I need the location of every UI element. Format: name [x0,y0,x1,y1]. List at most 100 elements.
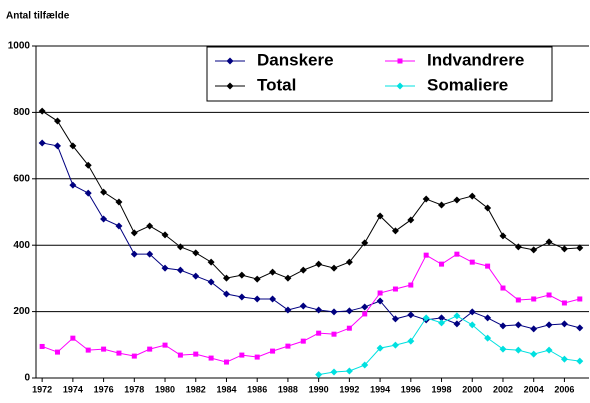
data-point [407,216,415,224]
data-point [69,181,77,189]
legend-marker [397,58,403,64]
data-point [331,331,337,337]
data-point [253,275,261,283]
y-tick-label: 200 [13,306,30,317]
data-point [453,312,461,320]
data-point [391,227,399,235]
y-tick-label: 600 [13,173,30,184]
data-point [361,361,369,369]
x-tick-label: 1976 [94,384,114,394]
data-point [438,314,446,322]
data-point [130,229,138,237]
data-point [530,246,538,254]
data-point [422,314,430,322]
data-point [192,249,200,257]
legend-marker [396,82,404,90]
data-point [223,359,229,365]
data-point [531,296,537,302]
data-point [453,196,461,204]
data-point [238,293,246,301]
data-point [408,282,414,288]
series-line [318,315,580,376]
data-point [177,352,183,358]
data-point [84,189,92,197]
data-point [70,335,76,341]
data-point [207,258,215,266]
data-point [391,315,399,323]
data-point [222,274,230,282]
x-tick-label: 2000 [462,384,482,394]
data-point [514,243,522,251]
data-point [561,300,567,306]
data-point [315,371,323,379]
data-point [361,239,369,247]
data-point [146,250,154,258]
x-tick-label: 1984 [216,384,236,394]
data-point [499,345,507,353]
data-point [454,251,460,257]
data-point [560,320,568,328]
data-point [330,264,338,272]
data-point [499,232,507,240]
data-point [514,321,522,329]
data-point [131,353,137,359]
data-point [54,142,62,150]
data-point [376,344,384,352]
data-point [101,346,107,352]
data-point [546,292,552,298]
data-point [560,245,568,253]
data-point [38,107,46,115]
data-point [270,348,276,354]
legend-label: Somaliere [427,75,508,94]
data-point [468,192,476,200]
data-point [84,161,92,169]
legend-label: Indvandrere [427,50,524,69]
data-point [284,306,292,314]
data-point [576,324,584,332]
data-point [484,334,492,342]
x-tick-label: 1980 [155,384,175,394]
data-point [315,260,323,268]
y-tick-label: 1000 [8,41,31,52]
x-tick-label: 2006 [554,384,574,394]
data-point [514,346,522,354]
data-point [530,350,538,358]
data-point [146,222,154,230]
legend-marker [226,82,234,90]
data-point [193,351,199,357]
data-point [208,355,214,361]
x-tick-label: 1992 [339,384,359,394]
x-tick-label: 1974 [63,384,83,394]
data-point [55,349,61,355]
data-point [269,268,277,276]
x-tick-label: 1994 [370,384,390,394]
y-tick-label: 0 [24,373,30,384]
data-point [345,367,353,375]
x-tick-label: 1998 [432,384,452,394]
data-point [147,346,153,352]
data-point [577,296,583,302]
series-line [42,142,580,330]
data-point [54,117,62,125]
data-point [299,266,307,274]
x-tick-label: 1986 [247,384,267,394]
data-point [377,290,383,296]
data-point [222,290,230,298]
data-point [130,250,138,258]
data-point [468,321,476,329]
y-tick-label: 800 [13,107,30,118]
series-line [41,110,580,280]
data-point [207,278,215,286]
y-tick-label: 400 [13,240,30,251]
data-point [238,271,246,279]
x-tick-label: 1972 [32,384,52,394]
x-tick-label: 1982 [186,384,206,394]
data-point [330,368,338,376]
legend-label: Total [257,75,296,94]
data-point [345,307,353,315]
data-point [485,263,491,269]
legend-marker [226,57,234,65]
x-tick-label: 1996 [401,384,421,394]
x-tick-label: 2002 [493,384,513,394]
data-point [239,352,245,358]
